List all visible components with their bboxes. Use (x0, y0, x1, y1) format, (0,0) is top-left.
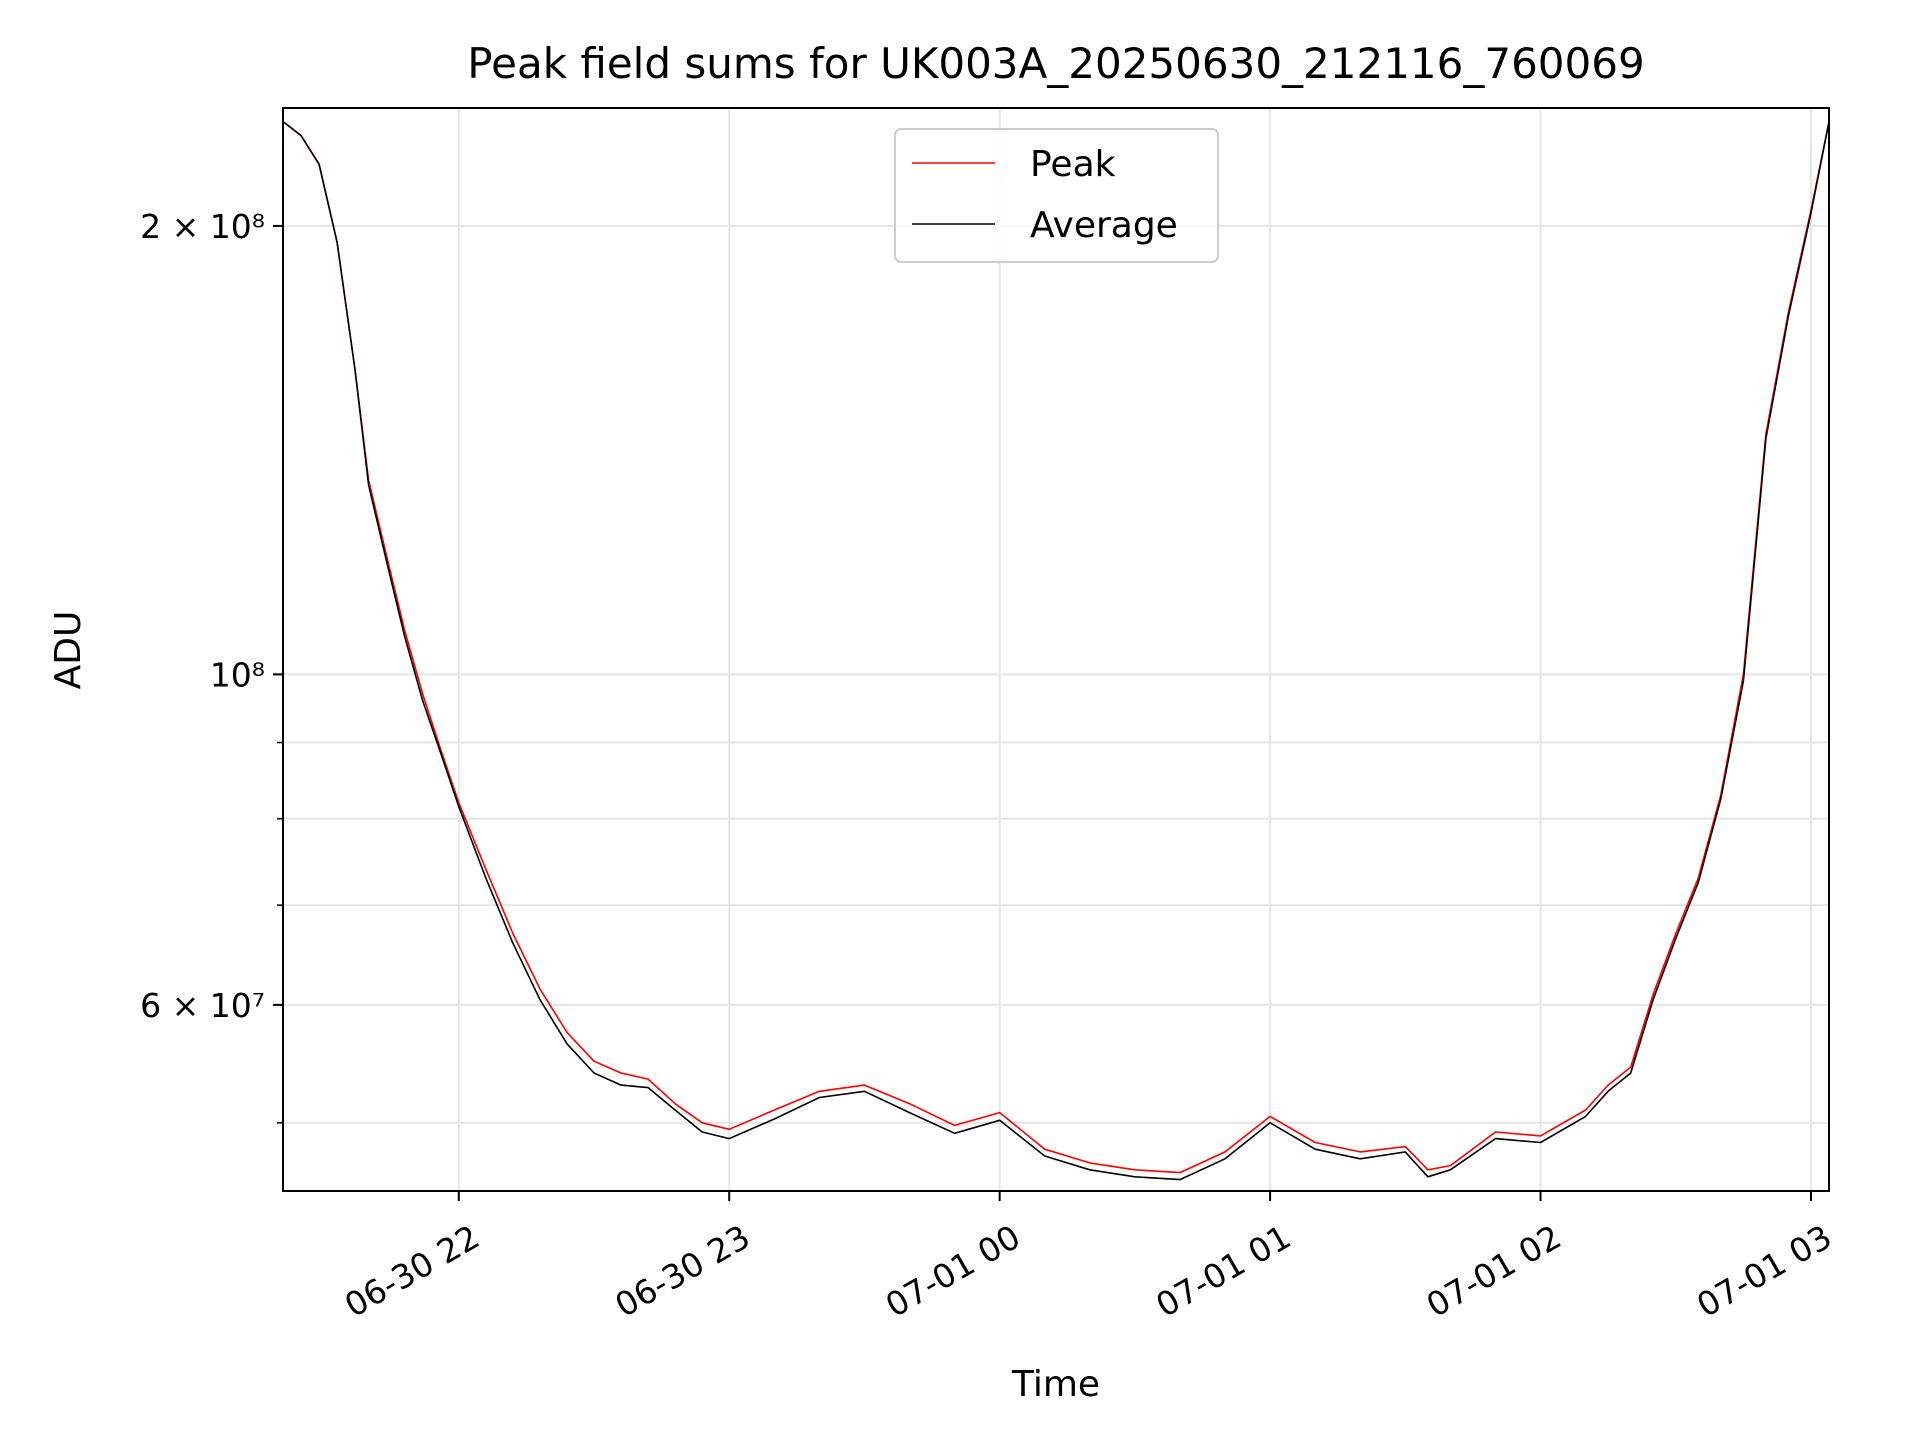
y-tick-label: 10⁸ (210, 655, 265, 694)
plot-frame (282, 107, 1830, 1192)
series-layer (282, 120, 1830, 1181)
y-tick-label: 2 × 10⁸ (140, 207, 265, 246)
y-axis-label: ADU (48, 611, 89, 690)
series-line-peak (282, 120, 1830, 1174)
legend-label-average: Average (1030, 205, 1178, 246)
series-line-average (282, 120, 1830, 1181)
x-axis-label: Time (1011, 1364, 1100, 1405)
legend: Peak Average (894, 128, 1219, 263)
y-tick-label: 6 × 10⁷ (140, 986, 265, 1025)
y-axis-ticks: 2 × 10⁸ 10⁸ 6 × 10⁷ (140, 207, 283, 1124)
legend-label-peak: Peak (1030, 144, 1116, 185)
chart-title: Peak field sums for UK003A_20250630_2121… (467, 39, 1644, 88)
